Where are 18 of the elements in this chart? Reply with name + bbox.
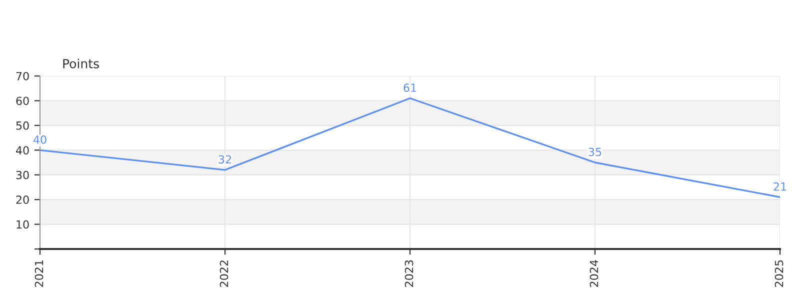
y-tick-label: 20 bbox=[16, 196, 29, 204]
data-label: 61 bbox=[404, 84, 416, 92]
y-tick-label: 10 bbox=[16, 220, 29, 229]
x-tick-label: 2024 bbox=[590, 260, 598, 287]
y-tick-label: 70 bbox=[16, 72, 29, 80]
data-label: 35 bbox=[588, 148, 602, 156]
y-tick-label: 50 bbox=[16, 121, 29, 130]
data-label: 21 bbox=[774, 182, 786, 191]
x-tick-label: 2021 bbox=[34, 260, 44, 287]
data-label: 40 bbox=[33, 135, 46, 144]
y-tick-label: 40 bbox=[16, 146, 29, 155]
x-tick-label: 2025 bbox=[774, 260, 784, 287]
y-tick-label: 60 bbox=[16, 96, 29, 106]
x-tick-label: 2023 bbox=[404, 260, 414, 287]
y-tick-label: 30 bbox=[16, 170, 29, 180]
x-tick-label: 2022 bbox=[220, 260, 228, 287]
data-label: 32 bbox=[218, 155, 231, 164]
y-axis-title: Points bbox=[63, 58, 99, 68]
